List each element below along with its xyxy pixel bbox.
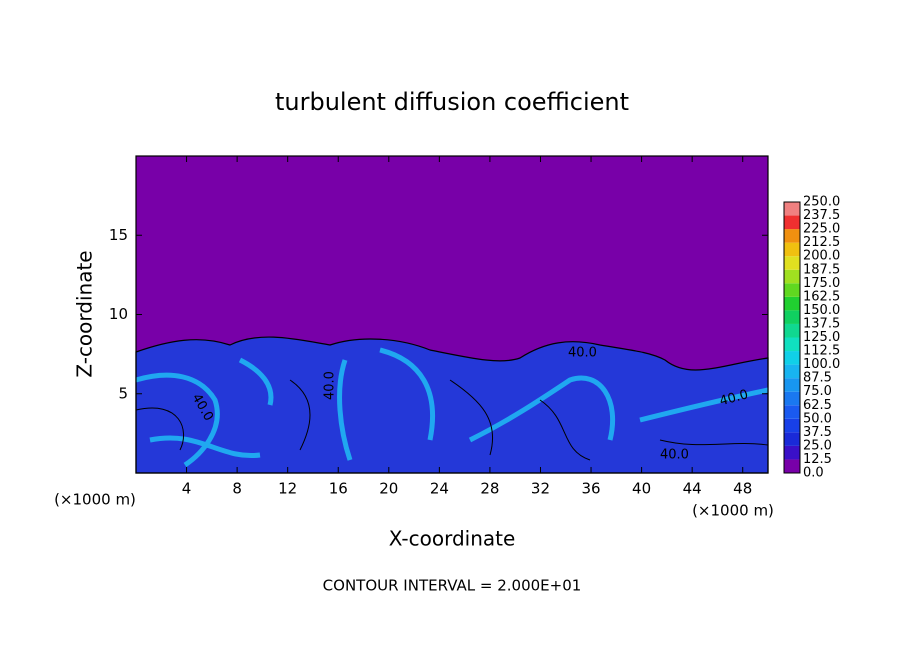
colorbar-label: 237.5 <box>803 208 840 223</box>
y-tick-label: 10 <box>109 305 128 323</box>
colorbar-label: 0.0 <box>803 466 824 481</box>
contour-label: 40.0 <box>718 387 750 409</box>
colorbar-label: 75.0 <box>803 384 832 399</box>
colorbar-swatch <box>784 229 800 243</box>
colorbar-swatch <box>784 296 800 311</box>
colorbar-label: 37.5 <box>803 425 832 440</box>
footer: CONTOUR INTERVAL = 2.000E+01 <box>323 577 582 595</box>
colorbar-swatch <box>784 269 800 284</box>
colorbar-swatch <box>784 418 800 433</box>
x-tick-label: 12 <box>278 480 297 498</box>
colorbar-swatch <box>784 364 800 379</box>
colorbar-label: 125.0 <box>803 330 840 345</box>
y-tick-label: 5 <box>118 384 128 402</box>
colorbar-swatch <box>784 378 800 392</box>
y-axis-label: Z-coordinate <box>73 250 97 377</box>
x-unit: (×1000 m) <box>692 502 774 520</box>
colorbar-label: 25.0 <box>803 438 832 453</box>
colorbar-swatch <box>784 283 800 297</box>
contour-label: 40.0 <box>660 448 689 463</box>
colorbar-label: 162.5 <box>803 289 840 304</box>
colorbar-swatch <box>784 337 800 352</box>
field: 40.0 40.0 40.0 40.0 40.0 <box>135 156 769 474</box>
colorbar-label: 12.5 <box>803 452 832 467</box>
colorbar-label: 137.5 <box>803 316 840 331</box>
colorbar-swatch <box>784 202 800 216</box>
colorbar-label: 87.5 <box>803 371 832 386</box>
colorbar-label: 100.0 <box>803 357 840 372</box>
colorbar-label: 187.5 <box>803 262 840 277</box>
x-tick-label: 16 <box>329 480 348 498</box>
colorbar-swatch <box>784 351 800 365</box>
colorbar-label: 225.0 <box>803 222 840 237</box>
colorbar-swatch <box>784 405 800 419</box>
x-tick-label: 36 <box>581 480 600 498</box>
chart-title: turbulent diffusion coefficient <box>275 88 629 116</box>
x-tick-label: 24 <box>430 480 449 498</box>
x-tick-label: 44 <box>683 480 702 498</box>
x-axis-label: X-coordinate <box>389 527 516 551</box>
y-tick-label: 15 <box>109 226 128 244</box>
colorbar-label: 175.0 <box>803 276 840 291</box>
colorbar-swatch <box>784 445 800 460</box>
colorbar-label: 212.5 <box>803 235 840 250</box>
x-tick-label: 40 <box>632 480 651 498</box>
x-tick-label: 8 <box>232 480 242 498</box>
colorbar-swatch <box>784 310 800 324</box>
colorbar-frame <box>783 201 801 474</box>
colorbar-swatch <box>784 215 800 230</box>
x-tick-label: 48 <box>733 480 752 498</box>
contour-lines <box>135 379 769 461</box>
colorbar-swatch <box>784 391 800 406</box>
turbulent-eddies <box>135 347 769 468</box>
x-tick-label: 20 <box>379 480 398 498</box>
x-tick-label: 32 <box>531 480 550 498</box>
colorbar-label: 62.5 <box>803 398 832 413</box>
x-tick-label: 4 <box>182 480 192 498</box>
colorbar-swatch <box>784 459 800 473</box>
colorbar-label: 250.0 <box>803 195 840 210</box>
colorbar-label: 150.0 <box>803 303 840 318</box>
contour-label: 40.0 <box>323 371 338 400</box>
colorbar-swatch <box>784 432 800 446</box>
colorbar-swatch <box>784 323 800 338</box>
colorbar-label: 112.5 <box>803 344 840 359</box>
colorbar-swatch <box>784 256 800 270</box>
x-unit: (×1000 m) <box>54 491 136 509</box>
contour-label: 40.0 <box>568 346 597 361</box>
colorbar-label: 200.0 <box>803 249 840 264</box>
x-tick-label: 28 <box>480 480 499 498</box>
colorbar-label: 50.0 <box>803 411 832 426</box>
colorbar-swatch <box>784 242 800 257</box>
